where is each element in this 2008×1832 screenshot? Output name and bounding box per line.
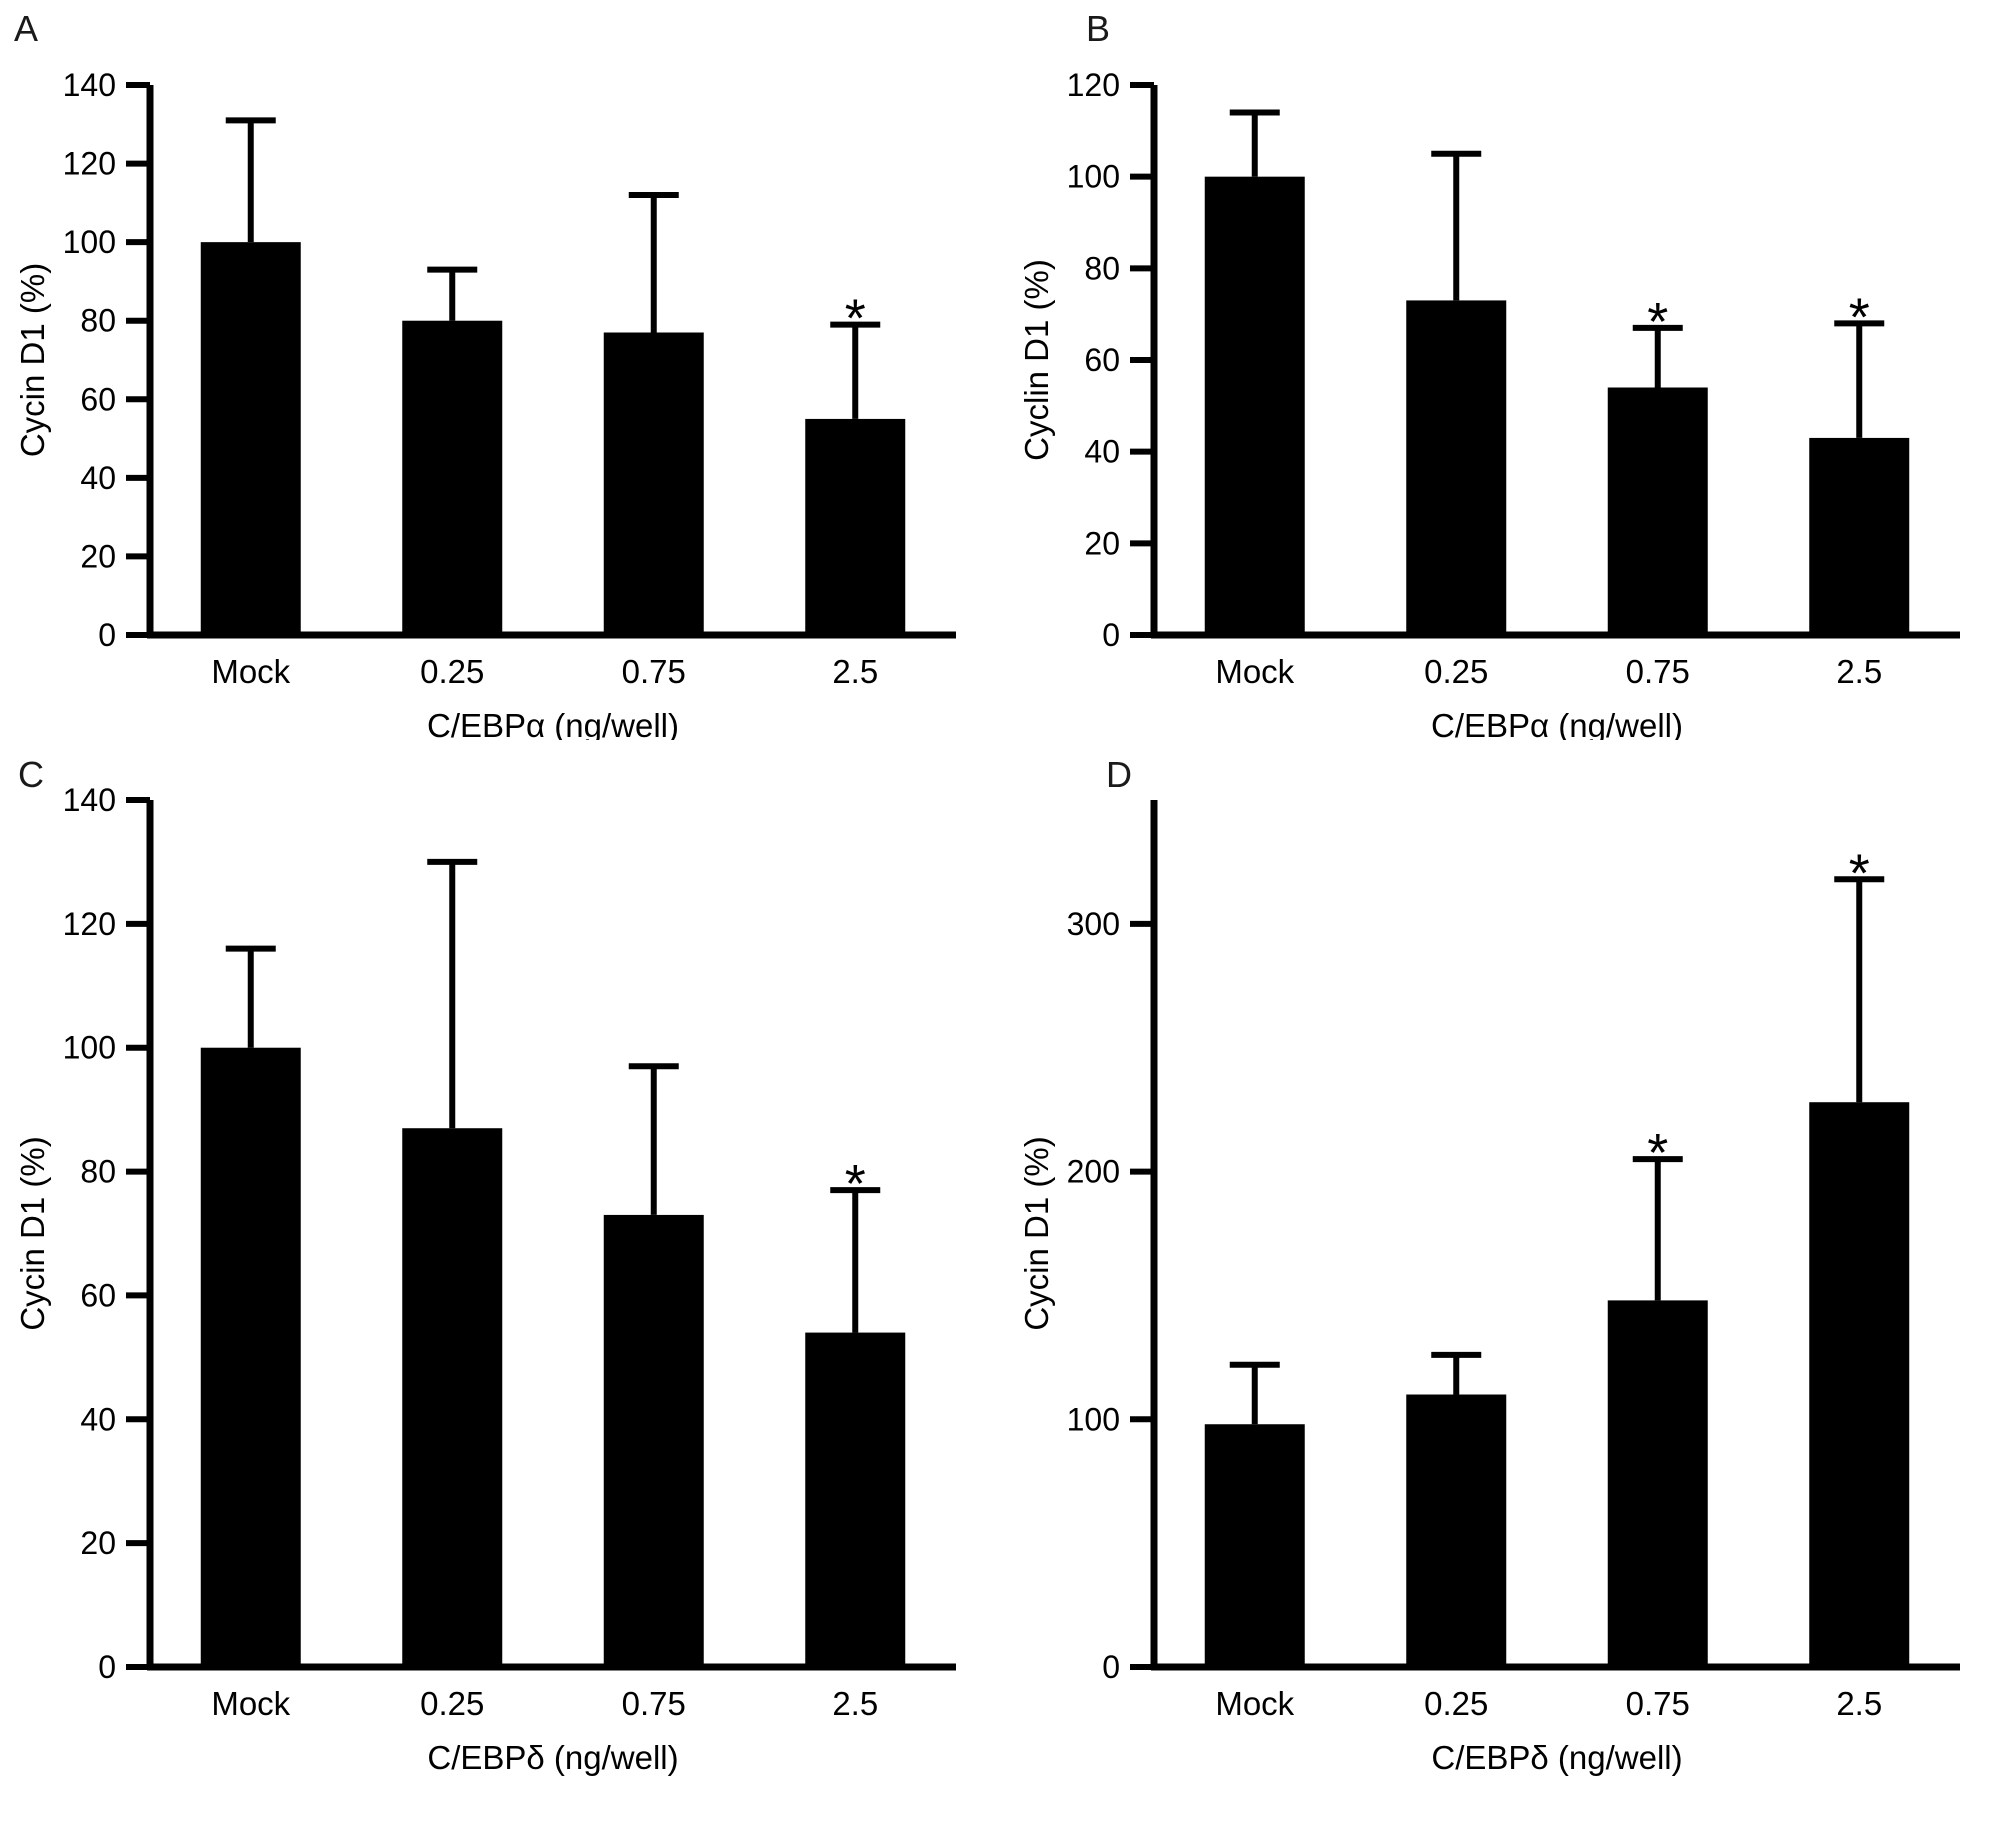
significance-asterisk: * <box>1647 1123 1668 1183</box>
panel-letter-a: A <box>14 8 39 49</box>
y-tick-label: 200 <box>1067 1154 1120 1190</box>
bar <box>402 1128 503 1667</box>
x-tick-label: 2.5 <box>1836 653 1882 690</box>
bar-chart-a: 0 20 40 60 80 100 120 140 Mock 0.25 0.75 * 2.5 C/EBPα… <box>14 67 956 740</box>
y-tick-label: 0 <box>1102 617 1120 653</box>
x-tick-label: 0.75 <box>622 1685 686 1722</box>
bar-chart-b: 0 20 40 60 80 100 120 Mock 0.25 * 0.75 * 2.5 C/EBPα (… <box>1018 67 1960 740</box>
y-tick-label: 100 <box>63 224 116 260</box>
y-tick-label: 120 <box>63 146 116 182</box>
y-tick-label: 40 <box>80 460 116 496</box>
bar <box>402 320 503 635</box>
bar <box>805 1332 906 1667</box>
significance-asterisk: * <box>845 1154 866 1214</box>
y-tick-label: 60 <box>80 381 116 417</box>
bar <box>1607 387 1708 635</box>
y-tick-label: 120 <box>1067 67 1120 103</box>
y-tick-label: 0 <box>98 617 116 653</box>
y-tick-label: 80 <box>80 303 116 339</box>
x-tick-label: Mock <box>211 653 290 690</box>
significance-asterisk: * <box>1849 843 1870 903</box>
x-tick-label: 0.25 <box>1424 653 1488 690</box>
y-tick-label: 0 <box>98 1649 116 1685</box>
y-tick-label: 80 <box>80 1154 116 1190</box>
bar <box>200 1047 301 1667</box>
bar <box>805 418 906 635</box>
y-tick-label: 60 <box>80 1277 116 1313</box>
x-tick-label: 0.25 <box>1424 1685 1488 1722</box>
x-tick-label: 2.5 <box>832 1685 878 1722</box>
y-tick-label: 100 <box>1067 159 1120 195</box>
significance-asterisk: * <box>845 289 866 349</box>
bar-chart-d: 0 100 200 300 Mock 0.25 * 0.75 * 2.5 C/EBPδ (ng/we… <box>1018 800 1960 1776</box>
panel-b: B 0 20 40 60 80 100 120 Mock 0.25 * 0.75 * 2.5 C/EBPα… <box>1004 0 2008 740</box>
y-tick-label: 120 <box>63 906 116 942</box>
panel-letter-b: B <box>1086 8 1111 49</box>
y-tick-label: 40 <box>80 1401 116 1437</box>
y-tick-label: 300 <box>1067 906 1120 942</box>
x-axis-label: C/EBPα (ng/well) <box>427 707 679 740</box>
bar <box>603 332 704 635</box>
bar <box>1406 1394 1507 1667</box>
y-axis-label: Cycin D1 (%) <box>1018 1136 1055 1330</box>
bar <box>1406 300 1507 635</box>
bar <box>603 1214 704 1667</box>
bar-chart-c: 0 20 40 60 80 100 120 140 Mock 0.25 0.75 * 2.5 C/EBPδ… <box>14 782 956 1776</box>
x-tick-label: 0.75 <box>1626 1685 1690 1722</box>
x-tick-label: 0.75 <box>1626 653 1690 690</box>
panel-a: A 0 20 40 60 80 100 120 140 Mock 0.25 0.75 * 2.5 C/EB… <box>0 0 1004 740</box>
x-tick-label: Mock <box>211 1685 290 1722</box>
x-axis-label: C/EBPδ (ng/well) <box>427 1739 678 1776</box>
y-tick-label: 80 <box>1084 250 1120 286</box>
significance-asterisk: * <box>1647 292 1668 352</box>
bar <box>200 242 301 635</box>
y-axis-label: Cyclin D1 (%) <box>1018 259 1055 461</box>
bar <box>1809 437 1910 635</box>
bar <box>1809 1102 1910 1667</box>
panel-letter-c: C <box>18 754 44 795</box>
bar <box>1607 1300 1708 1667</box>
y-tick-label: 60 <box>1084 342 1120 378</box>
panel-c: C 0 20 40 60 80 100 120 140 Mock 0.25 0.75 * 2.5 C/EB… <box>0 740 1004 1832</box>
x-axis-label: C/EBPδ (ng/well) <box>1431 1739 1682 1776</box>
y-tick-label: 140 <box>63 782 116 818</box>
y-tick-label: 0 <box>1102 1649 1120 1685</box>
bar <box>1204 1424 1305 1667</box>
x-tick-label: Mock <box>1215 653 1294 690</box>
x-tick-label: 0.75 <box>622 653 686 690</box>
x-tick-label: 0.25 <box>420 653 484 690</box>
panel-letter-d: D <box>1106 754 1132 795</box>
y-axis-label: Cycin D1 (%) <box>14 263 51 457</box>
y-tick-label: 100 <box>63 1030 116 1066</box>
x-tick-label: 2.5 <box>1836 1685 1882 1722</box>
bar <box>1204 176 1305 635</box>
y-tick-label: 100 <box>1067 1401 1120 1437</box>
significance-asterisk: * <box>1849 287 1870 347</box>
y-tick-label: 20 <box>1084 525 1120 561</box>
y-tick-label: 140 <box>63 67 116 103</box>
y-tick-label: 40 <box>1084 434 1120 470</box>
x-tick-label: 2.5 <box>832 653 878 690</box>
x-tick-label: 0.25 <box>420 1685 484 1722</box>
y-axis-label: Cycin D1 (%) <box>14 1136 51 1330</box>
y-tick-label: 20 <box>80 1525 116 1561</box>
y-tick-label: 20 <box>80 538 116 574</box>
x-tick-label: Mock <box>1215 1685 1294 1722</box>
x-axis-label: C/EBPα (ng/well) <box>1431 707 1683 740</box>
panel-d: D 0 100 200 300 Mock 0.25 * 0.75 * 2.5 C/EBPδ (ng/… <box>1004 740 2008 1832</box>
